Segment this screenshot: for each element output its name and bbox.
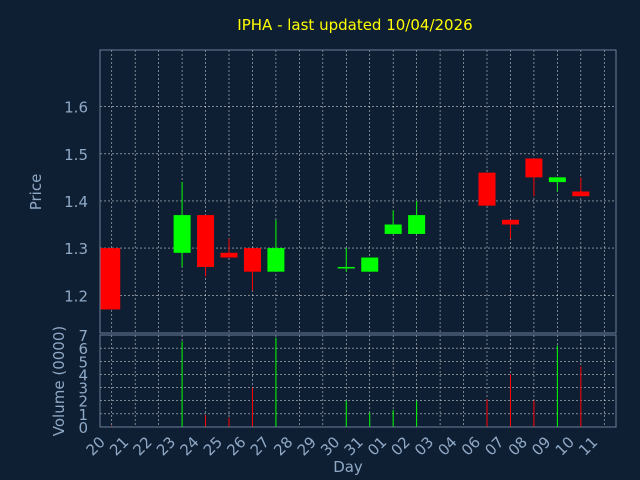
candle-body <box>267 248 285 272</box>
volume-bars <box>111 337 582 427</box>
candle-body <box>361 257 379 272</box>
volume-tick-label: 0 <box>78 419 88 437</box>
day-tick-label: 21 <box>106 433 132 459</box>
day-tick-label: 06 <box>458 433 484 459</box>
day-tick-label: 01 <box>364 433 390 459</box>
candle-body <box>384 224 402 234</box>
candle <box>548 177 566 192</box>
day-tick-label: 23 <box>153 433 179 459</box>
volume-frame <box>99 334 617 428</box>
volume-tick-label: 4 <box>78 366 88 384</box>
day-tick-label: 07 <box>481 433 507 459</box>
candle-body <box>100 248 121 310</box>
candle <box>267 219 285 272</box>
price-tick-label: 1.4 <box>64 193 88 211</box>
candle-body <box>478 172 496 206</box>
candle-body <box>197 215 215 267</box>
candle-body <box>220 252 238 258</box>
day-tick-label: 26 <box>223 433 249 459</box>
candle-body <box>501 219 519 225</box>
candle-body <box>337 266 355 269</box>
candle-body <box>243 248 261 272</box>
day-tick-label: 28 <box>270 433 296 459</box>
day-tick-label: 03 <box>411 433 437 459</box>
candle <box>243 248 261 291</box>
day-tick-label: 31 <box>341 433 367 459</box>
candle-body <box>408 215 426 234</box>
candle <box>572 177 590 197</box>
candle-body <box>572 191 590 197</box>
price-grid <box>100 50 616 333</box>
price-tick-label: 1.6 <box>64 99 88 117</box>
volume-grid <box>100 334 616 428</box>
candle <box>337 248 355 272</box>
volume-tick-label: 3 <box>78 380 88 398</box>
candle-body <box>525 158 543 178</box>
candle <box>408 200 426 234</box>
day-tick-label: 09 <box>528 433 554 459</box>
volume-tick-label: 7 <box>78 327 88 345</box>
candle <box>220 238 238 258</box>
day-tick-label: 29 <box>294 433 320 459</box>
candle-body <box>548 177 566 183</box>
price-tick-label: 1.2 <box>64 287 88 305</box>
day-tick-label: 20 <box>83 433 109 459</box>
candle <box>361 257 379 272</box>
price-tick-label: 1.3 <box>64 240 88 258</box>
price-frame <box>99 49 617 334</box>
day-tick-label: 04 <box>434 433 460 459</box>
candle <box>173 182 191 267</box>
volume-tick-label: 1 <box>78 406 88 424</box>
candle <box>197 215 215 277</box>
volume-tick-label: 2 <box>78 393 88 411</box>
price-tick-label: 1.5 <box>64 146 88 164</box>
day-tick-label: 10 <box>552 433 578 459</box>
day-axis-ticks: 2021222324252627282930310102030406070809… <box>83 433 602 459</box>
candles <box>100 158 590 310</box>
day-tick-label: 22 <box>130 433 156 459</box>
candle <box>384 210 402 234</box>
chart-title: IPHA - last updated 10/04/2026 <box>237 16 472 34</box>
candle <box>501 219 519 239</box>
day-tick-label: 11 <box>575 433 601 459</box>
price-axis-label: Price <box>27 174 45 211</box>
day-tick-label: 08 <box>505 433 531 459</box>
day-tick-label: 25 <box>200 433 226 459</box>
candle <box>478 172 496 206</box>
day-tick-label: 24 <box>176 433 202 459</box>
price-axis-ticks: 1.2 1.3 1.4 1.5 1.6 <box>64 99 88 306</box>
volume-tick-label: 6 <box>78 340 88 358</box>
volume-axis-label: Volume (0000) <box>50 326 68 436</box>
candle <box>100 248 121 310</box>
day-axis-label: Day <box>333 458 363 476</box>
day-tick-label: 02 <box>388 433 414 459</box>
day-tick-label: 30 <box>317 433 343 459</box>
candle <box>525 158 543 197</box>
day-tick-label: 27 <box>247 433 273 459</box>
volume-tick-label: 5 <box>78 353 88 371</box>
candle-body <box>173 215 191 253</box>
